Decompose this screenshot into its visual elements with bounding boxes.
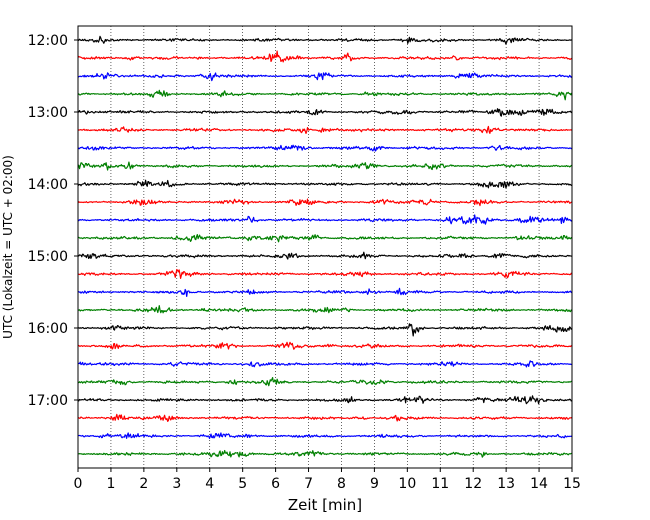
seismic-trace xyxy=(77,251,573,260)
seismic-trace xyxy=(77,89,573,101)
seismic-trace xyxy=(77,72,573,82)
x-tick-label: 2 xyxy=(139,476,148,492)
y-tick-label: 14:00 xyxy=(28,177,68,193)
x-tick-label: 0 xyxy=(74,476,83,492)
x-tick-label: 5 xyxy=(238,476,247,492)
seismic-trace xyxy=(77,323,573,337)
seismic-trace xyxy=(77,413,573,422)
seismic-trace xyxy=(77,35,573,45)
y-axis-ticks: 12:00 13:00 14:00 15:00 16:00 17:00 xyxy=(28,33,78,409)
x-tick-label: 7 xyxy=(304,476,313,492)
seismic-trace xyxy=(77,395,573,405)
x-tick-label: 12 xyxy=(464,476,482,492)
seismic-trace xyxy=(77,432,573,440)
seismic-trace xyxy=(77,305,573,314)
seismic-trace xyxy=(77,161,573,171)
x-tick-label: 13 xyxy=(497,476,515,492)
x-tick-label: 11 xyxy=(431,476,449,492)
seismic-trace xyxy=(77,377,573,387)
y-tick-label: 15:00 xyxy=(28,249,68,265)
seismic-trace xyxy=(77,108,573,117)
x-tick-label: 9 xyxy=(370,476,379,492)
seismic-trace xyxy=(77,268,573,279)
x-axis-ticks: 0 1 2 3 4 5 6 7 8 9 10 11 12 13 14 15 xyxy=(74,468,581,492)
x-axis-label: Zeit [min] xyxy=(288,496,362,514)
seismic-trace xyxy=(77,214,573,225)
seismic-trace xyxy=(77,233,573,243)
x-tick-label: 14 xyxy=(530,476,548,492)
seismic-traces xyxy=(77,35,573,458)
seismic-trace xyxy=(77,198,573,207)
seismic-trace xyxy=(77,341,573,350)
seismic-trace xyxy=(77,360,573,368)
seismic-trace xyxy=(77,449,573,458)
x-tick-label: 3 xyxy=(172,476,181,492)
seismic-trace xyxy=(77,179,573,189)
plot-frame xyxy=(77,25,573,469)
y-tick-label: 16:00 xyxy=(28,321,68,337)
seismic-trace xyxy=(77,125,573,134)
y-axis-label: UTC (Lokalzeit = UTC + 02:00) xyxy=(1,155,15,339)
seismic-trace xyxy=(77,50,573,63)
x-tick-label: 10 xyxy=(398,476,416,492)
x-tick-label: 4 xyxy=(205,476,214,492)
x-tick-label: 15 xyxy=(563,476,581,492)
y-tick-label: 13:00 xyxy=(28,105,68,121)
seismic-trace xyxy=(77,287,573,298)
x-tick-label: 8 xyxy=(337,476,346,492)
x-tick-label: 6 xyxy=(271,476,280,492)
y-tick-label: 17:00 xyxy=(28,393,68,409)
y-tick-label: 12:00 xyxy=(28,33,68,49)
seismic-trace xyxy=(77,144,573,152)
x-tick-label: 1 xyxy=(106,476,115,492)
